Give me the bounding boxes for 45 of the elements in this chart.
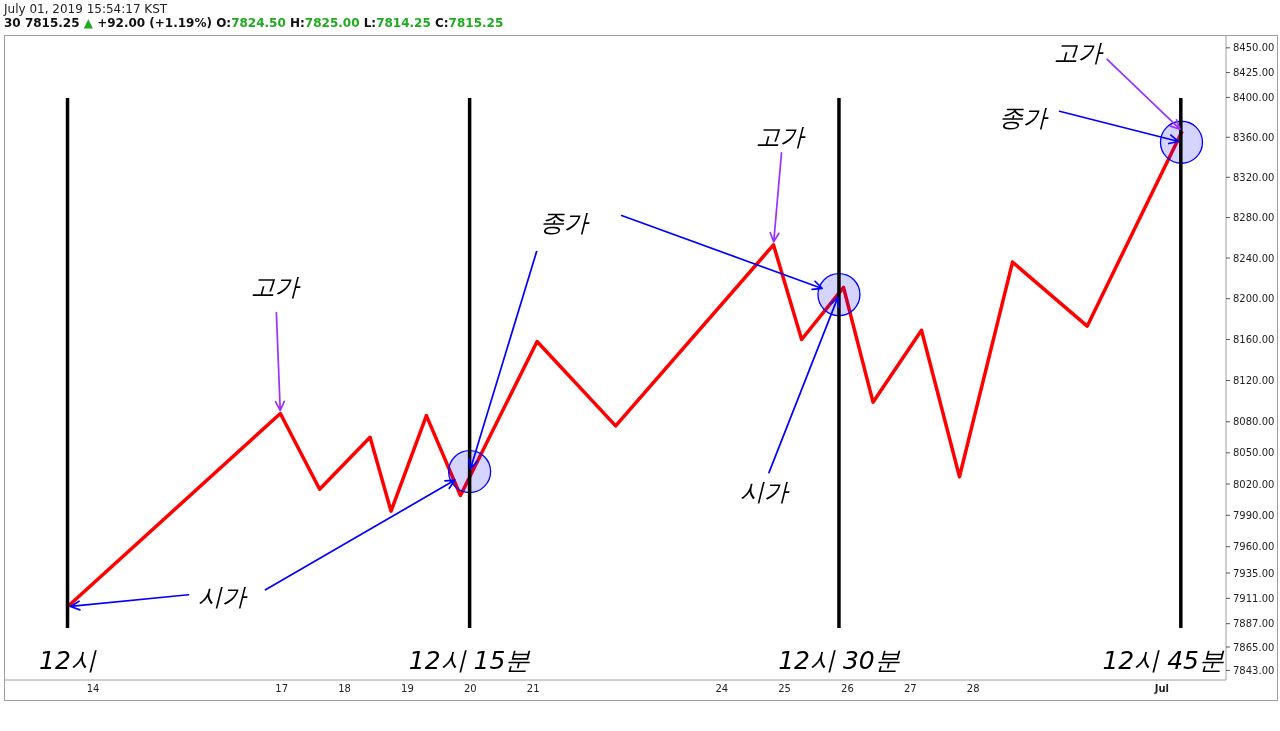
y-tick-label: 7935.00 [1233,567,1275,579]
y-tick-label: 8200.00 [1233,293,1275,305]
y-tick-label: 7911.00 [1233,592,1275,604]
x-tick-label: 17 [275,683,289,694]
ref-line-label: 12시 30분 [778,645,901,675]
y-tick-label: 8050.00 [1233,447,1275,459]
ref-line-label: 12시 45분 [1102,645,1226,675]
x-tick-label: 14 [86,683,100,694]
y-tick-label: 8320.00 [1233,171,1275,183]
y-tick-label: 8360.00 [1233,131,1275,143]
x-tick-label: 28 [966,683,980,694]
x-tick-label: 27 [903,683,917,694]
y-tick-label: 8425.00 [1233,67,1275,79]
y-tick-label: 8240.00 [1233,252,1275,264]
x-tick-label: 25 [778,683,791,694]
annotation: 종가 [539,208,590,237]
y-tick-label: 8280.00 [1233,212,1275,224]
annotation: 시가 [197,582,248,611]
y-tick-label: 8450.00 [1233,42,1275,54]
y-tick-label: 7865.00 [1233,641,1275,653]
annotation: 고가 [1054,39,1105,68]
x-tick-label: 24 [715,683,729,694]
y-tick-label: 8400.00 [1233,91,1275,103]
annotation: 시가 [739,477,790,506]
annotation: 종가 [999,104,1050,133]
x-tick-label: 21 [526,683,540,694]
y-tick-label: 8080.00 [1233,416,1275,428]
y-tick-label: 8120.00 [1233,375,1275,387]
ref-line-label: 12시 15분 [408,645,532,675]
x-tick-label: 20 [463,683,477,694]
annotation: 고가 [251,272,302,301]
annotation: 고가 [756,122,807,151]
x-tick-label: 19 [401,683,414,694]
x-tick-label: Jul [1153,683,1169,694]
x-tick-label: 18 [338,683,351,694]
y-tick-label: 7843.00 [1233,664,1275,676]
x-tick-label: 26 [841,683,854,694]
y-tick-label: 7887.00 [1233,618,1275,630]
y-tick-label: 8160.00 [1233,334,1275,346]
y-tick-label: 7990.00 [1233,509,1275,521]
ref-line-label: 12시 [39,645,97,675]
text: July 01, 2019 15:54:17 KST [4,2,169,16]
chart-title: 30 7815.25 ▲ +92.00 (+1.19%) O:7824.50 H:7825.00 L:7814.25 C:7815.25 [4,16,504,30]
y-tick-label: 8020.00 [1233,478,1275,490]
y-tick-label: 7960.00 [1233,541,1275,553]
